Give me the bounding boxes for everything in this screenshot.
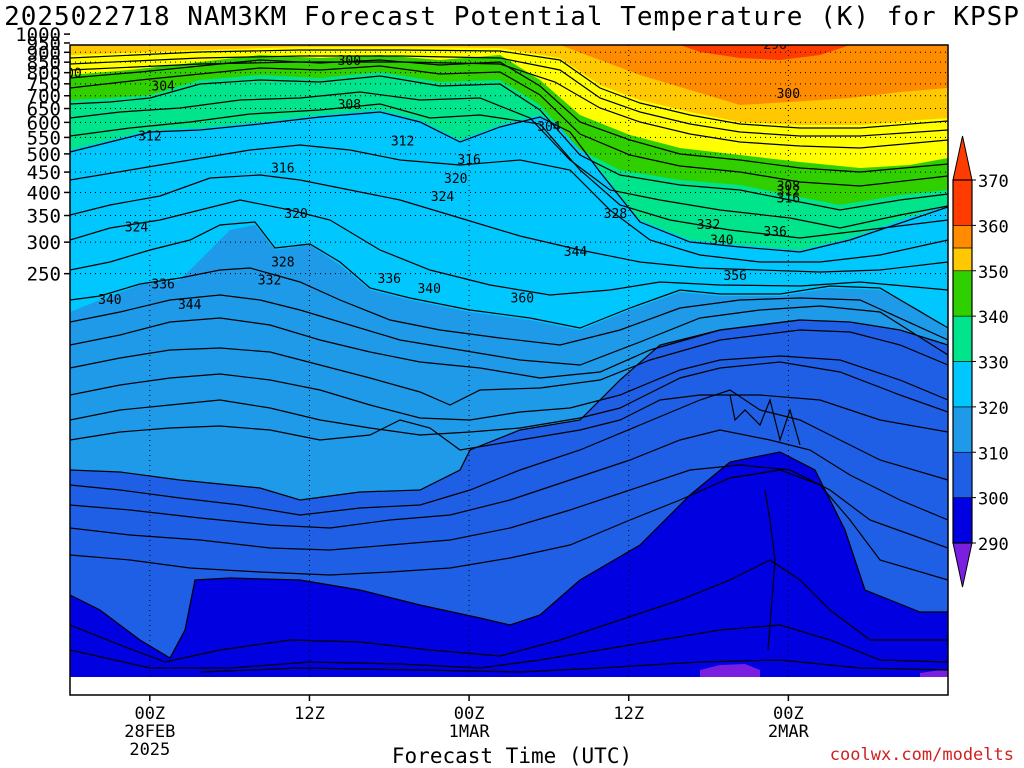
- colorbar-underflow: [952, 542, 973, 588]
- theta-contours: [70, 49, 948, 673]
- contour-label: 320: [444, 172, 467, 187]
- contour-label: 312: [777, 184, 800, 199]
- x-tick-label: 00Z: [773, 704, 804, 724]
- colorbar-label: 300: [978, 490, 1009, 510]
- contour-label: 320: [284, 207, 307, 222]
- y-tick-label: 1000: [15, 24, 61, 46]
- colorbar-label: 320: [978, 399, 1009, 419]
- y-tick-label: 350: [27, 206, 61, 228]
- fill-band-lt290: [700, 664, 760, 677]
- contour-label: 308: [777, 180, 800, 195]
- contour-label: 316: [777, 192, 800, 207]
- contour-labels: 340 344 336 332 336 340 360 356 328 344 340 336 332 3…: [58, 32, 800, 313]
- contour-label: 312: [138, 130, 161, 145]
- x-tick-label: 1MAR: [449, 722, 491, 742]
- y-tick-label: 700: [27, 86, 61, 108]
- x-tick-label: 28FEB: [124, 722, 175, 742]
- contour-label: 324: [431, 190, 455, 205]
- contour-label: 296: [763, 38, 786, 53]
- chart-title: 2025022718 NAM3KM Forecast Potential Tem…: [4, 2, 1020, 32]
- plot-frame: [69, 44, 949, 696]
- colorbar-swatch: [952, 451, 973, 498]
- y-tick-label: 650: [27, 99, 61, 121]
- y-tick-label: 950: [27, 33, 61, 55]
- contour-label: 324: [125, 221, 149, 236]
- colorbar-label: 360: [978, 217, 1009, 237]
- x-axis-title: Forecast Time (UTC): [391, 744, 633, 768]
- contour-label: 304: [151, 80, 175, 95]
- fill-band-lt290-b: [920, 670, 948, 677]
- contour-label: 356: [723, 269, 746, 284]
- y-axis: 250 300 3504004505005506006507007508008509…: [15, 24, 70, 286]
- y-tick-label: 450: [27, 162, 61, 184]
- y-tick-label: 300: [27, 232, 61, 254]
- colorbar-label: 310: [978, 444, 1009, 464]
- colorbar-overflow: [952, 135, 973, 181]
- contour-label: 304: [537, 120, 561, 135]
- colorbar-label: 350: [978, 263, 1009, 283]
- colorbar-swatch: [952, 247, 973, 272]
- x-tick-label: 12Z: [613, 704, 644, 724]
- contour-label: 336: [151, 278, 174, 293]
- x-tick-label: 00Z: [134, 704, 165, 724]
- colorbar-label: 370: [978, 172, 1009, 192]
- contour-label: 344: [564, 245, 588, 260]
- plot-area: 340 344 336 332 336 340 360 356 328 344 340 336 332 3…: [58, 32, 948, 695]
- contour-label: 300: [58, 67, 81, 82]
- y-tick-label: 600: [27, 112, 61, 134]
- x-tick-label: 2025: [129, 740, 170, 760]
- ground-surface: [70, 677, 948, 695]
- theta-fill-bands: [70, 45, 948, 677]
- contour-label: 300: [777, 87, 800, 102]
- colorbar-swatch: [952, 225, 973, 249]
- x-tick-label: 2MAR: [768, 722, 810, 742]
- colorbar-label: 330: [978, 354, 1009, 374]
- y-tick-label: 750: [27, 74, 61, 96]
- colorbar-swatch: [952, 179, 973, 226]
- colorbar-swatch: [952, 406, 973, 453]
- contour-label: 340: [417, 282, 440, 297]
- y-tick-label: 250: [27, 264, 61, 286]
- contour-label: 340: [98, 293, 121, 308]
- colorbar-swatch: [952, 361, 973, 408]
- y-tick-label: 550: [27, 127, 61, 149]
- contour-label: 360: [511, 291, 534, 306]
- colorbar-swatch: [952, 270, 973, 317]
- colorbar-label: 290: [978, 535, 1009, 555]
- contour-label: 316: [271, 162, 294, 177]
- fill-band-355: [560, 45, 948, 105]
- y-tick-label: 400: [27, 182, 61, 204]
- x-tick-label: 00Z: [454, 704, 485, 724]
- contour-label: 312: [391, 135, 414, 150]
- x-tick-label: 12Z: [294, 704, 325, 724]
- y-tick-label: 800: [27, 63, 61, 85]
- colorbar-swatch: [952, 497, 973, 544]
- contour-label: 316: [457, 153, 480, 168]
- y-tick-label: 500: [27, 144, 61, 166]
- colorbar: 290 300 310 320 330 340 350 360 370: [952, 135, 1009, 588]
- contour-label: 328: [604, 207, 627, 222]
- contour-label: 300: [338, 54, 361, 69]
- contour-label: 328: [271, 256, 294, 271]
- contour-label: 308: [338, 98, 361, 113]
- contour-label: 332: [258, 273, 281, 288]
- colorbar-swatch: [952, 315, 973, 362]
- contour-label: 336: [763, 225, 786, 240]
- credit-text: coolwx.com/modelts: [829, 745, 1014, 765]
- contour-label: 340: [710, 233, 733, 248]
- fill-band-290: [70, 452, 948, 677]
- contour-label: 344: [178, 298, 202, 313]
- contour-label: 296: [484, 32, 507, 47]
- y-tick-label: 850: [27, 52, 61, 74]
- contour-label: 336: [378, 272, 401, 287]
- y-tick-label: 900: [27, 42, 61, 64]
- plot-grid: [70, 45, 948, 677]
- colorbar-label: 340: [978, 308, 1009, 328]
- contour-label: 332: [697, 218, 720, 233]
